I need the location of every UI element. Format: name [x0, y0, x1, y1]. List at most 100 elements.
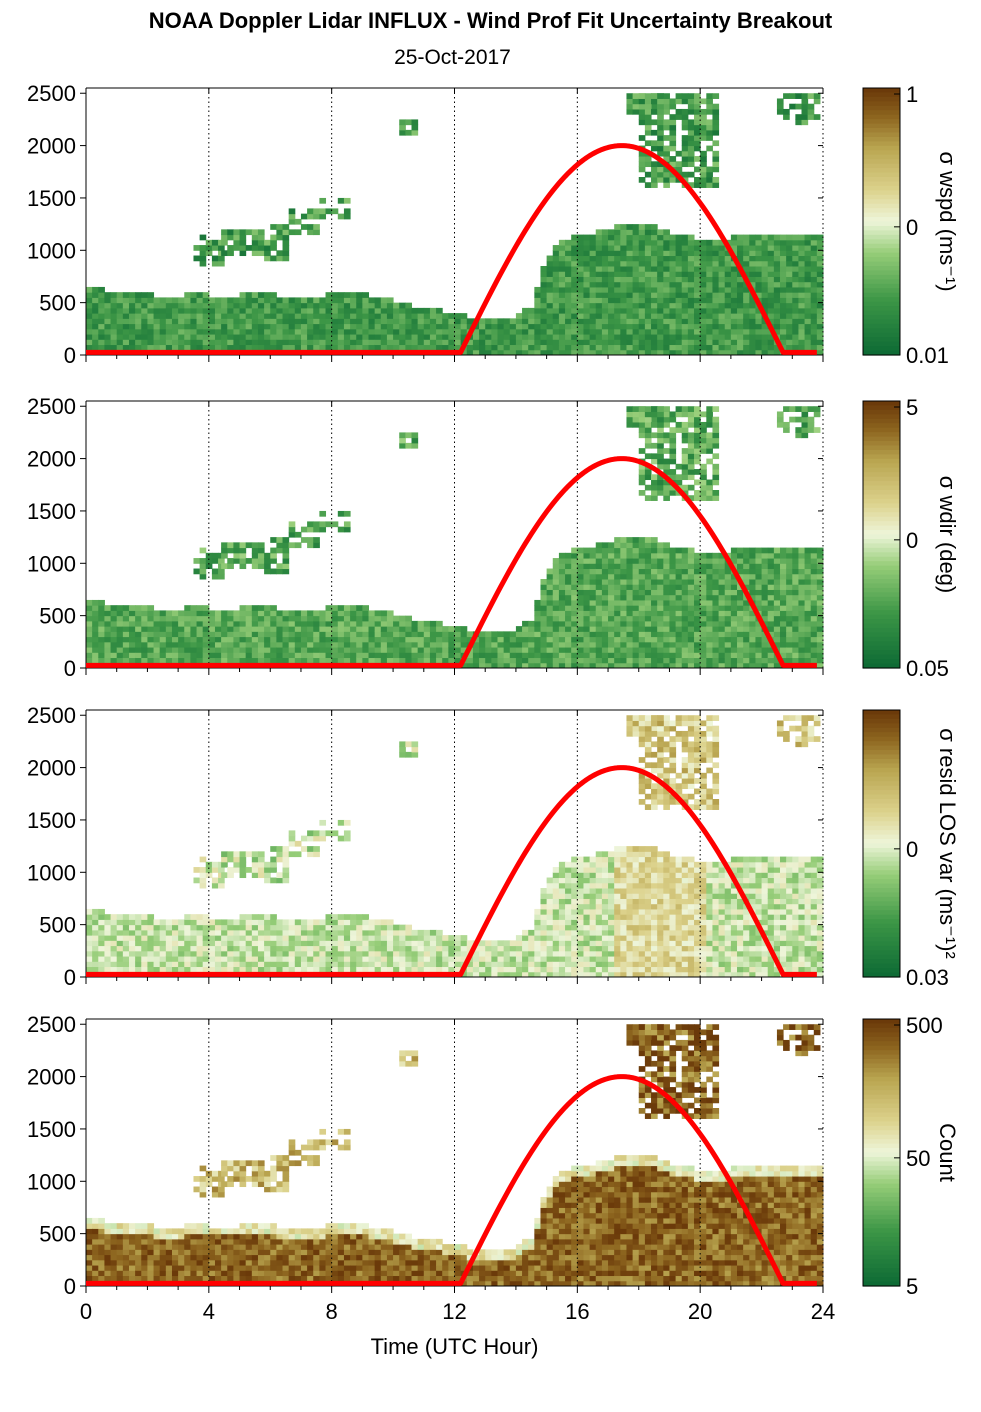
- heatmap-cell: [227, 542, 234, 549]
- heatmap-cell: [712, 328, 720, 335]
- heatmap-cell: [92, 605, 99, 611]
- heatmap-cell: [706, 442, 713, 449]
- heatmap-cell: [313, 626, 320, 632]
- heatmap-cell: [780, 266, 787, 272]
- heatmap-cell: [712, 474, 720, 481]
- heatmap-cell: [608, 641, 615, 648]
- heatmap-cell: [288, 647, 296, 653]
- heatmap-cell: [436, 652, 443, 659]
- heatmap-cell: [687, 276, 695, 283]
- heatmap-cell: [595, 662, 603, 669]
- heatmap-cell: [251, 229, 259, 236]
- heatmap-cell: [294, 339, 302, 346]
- heatmap-cell: [626, 344, 634, 351]
- heatmap-cell: [743, 558, 750, 564]
- heatmap-cell: [423, 318, 431, 325]
- heatmap-cell: [429, 328, 437, 335]
- heatmap-cell: [565, 276, 572, 283]
- heatmap-cell: [804, 286, 812, 293]
- heatmap-cell: [730, 239, 738, 246]
- heatmap-cell: [792, 307, 799, 314]
- heatmap-cell: [589, 563, 597, 570]
- heatmap-cell: [116, 950, 124, 957]
- heatmap-cell: [190, 919, 198, 926]
- heatmap-cell: [300, 339, 308, 346]
- heatmap-cell: [141, 657, 148, 664]
- heatmap-cell: [620, 286, 627, 293]
- heatmap-cell: [211, 255, 219, 262]
- heatmap-cell: [196, 620, 204, 627]
- heatmap-cell: [706, 552, 713, 559]
- heatmap-cell: [816, 620, 824, 627]
- heatmap-cell: [497, 339, 505, 346]
- heatmap-cell: [270, 950, 277, 957]
- heatmap-cell: [724, 610, 732, 617]
- heatmap-cell: [626, 542, 634, 549]
- heatmap-cell: [565, 302, 572, 309]
- heatmap-cell: [264, 568, 271, 575]
- heatmap-cell: [816, 552, 824, 559]
- heatmap-cell: [491, 662, 498, 669]
- heatmap-cell: [350, 344, 357, 351]
- heatmap-cell: [601, 542, 609, 549]
- heatmap-cell: [638, 652, 646, 659]
- heatmap-cell: [807, 108, 815, 115]
- heatmap-cell: [245, 956, 253, 962]
- heatmap-cell: [257, 956, 265, 962]
- heatmap-cell: [601, 599, 609, 606]
- heatmap-cell: [801, 411, 809, 418]
- heatmap-cell: [485, 662, 492, 669]
- heatmap-cell: [264, 328, 271, 335]
- heatmap-cell: [270, 307, 277, 314]
- heatmap-cell: [663, 266, 670, 272]
- heatmap-cell: [135, 935, 142, 941]
- heatmap-cell: [663, 589, 670, 596]
- heatmap-cell: [626, 568, 634, 575]
- heatmap-cell: [331, 334, 339, 340]
- heatmap-cell: [466, 662, 474, 669]
- heatmap-cell: [644, 615, 652, 622]
- heatmap-cell: [196, 302, 204, 309]
- heatmap-cell: [479, 652, 486, 659]
- heatmap-cell: [767, 276, 775, 283]
- heatmap-cell: [509, 349, 517, 356]
- heatmap-cell: [393, 334, 400, 340]
- heatmap-cell: [233, 297, 241, 304]
- heatmap-cell: [669, 286, 677, 293]
- heatmap-cell: [515, 631, 523, 638]
- heatmap-cell: [706, 108, 713, 115]
- heatmap-cell: [509, 344, 517, 351]
- heatmap-cell: [337, 302, 345, 309]
- heatmap-cell: [319, 302, 327, 309]
- heatmap-cell: [282, 966, 290, 973]
- heatmap-cell: [571, 662, 578, 669]
- heatmap-cell: [767, 558, 775, 564]
- heatmap-cell: [700, 177, 707, 183]
- heatmap-cell: [116, 966, 124, 973]
- heatmap-cell: [558, 323, 566, 330]
- heatmap-cell: [737, 250, 744, 257]
- heatmap-cell: [706, 594, 713, 601]
- heatmap-cell: [546, 281, 554, 288]
- heatmap-cell: [644, 584, 652, 590]
- heatmap-cell: [749, 297, 756, 304]
- heatmap-cell: [454, 323, 462, 330]
- heatmap-cell: [282, 313, 290, 319]
- heatmap-cell: [669, 171, 677, 178]
- heatmap-cell: [546, 657, 554, 664]
- heatmap-cell: [632, 334, 640, 340]
- heatmap-cell: [184, 641, 191, 648]
- heatmap-cell: [135, 641, 142, 648]
- heatmap-cell: [233, 919, 241, 926]
- heatmap-cell: [681, 292, 689, 298]
- heatmap-cell: [178, 919, 185, 926]
- heatmap-cell: [663, 313, 670, 319]
- heatmap-cell: [534, 626, 541, 632]
- heatmap-cell: [208, 334, 216, 340]
- heatmap-cell: [565, 631, 572, 638]
- heatmap-cell: [694, 328, 701, 335]
- heatmap-cell: [694, 552, 701, 559]
- heatmap-cell: [380, 344, 388, 351]
- heatmap-cell: [98, 615, 105, 622]
- heatmap-cell: [221, 929, 228, 936]
